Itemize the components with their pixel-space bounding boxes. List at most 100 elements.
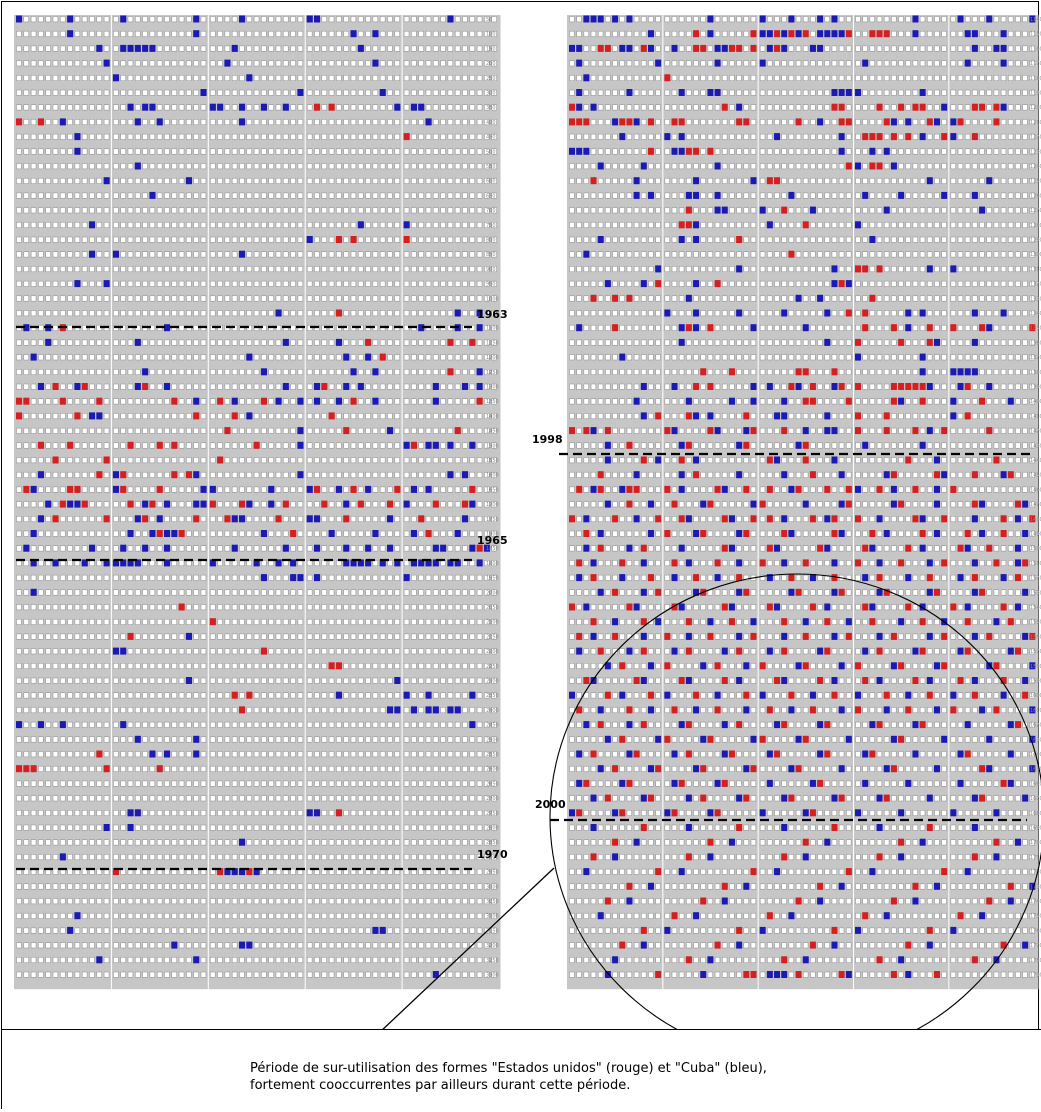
cell-empty (388, 413, 393, 418)
cell-empty (38, 575, 43, 580)
cell-empty (150, 61, 155, 66)
cell-empty (307, 340, 312, 345)
cell-empty (186, 17, 191, 22)
cell-empty (927, 105, 932, 110)
cell-empty (17, 281, 22, 286)
cell-empty (315, 634, 320, 639)
cell-empty (455, 443, 460, 448)
cell-empty (395, 193, 400, 198)
cell-empty (404, 825, 409, 830)
cell-empty (656, 119, 661, 124)
cell-empty (157, 575, 162, 580)
cell-empty (179, 237, 184, 242)
cell-empty (455, 266, 460, 271)
cell-empty (104, 796, 109, 801)
cell-empty (419, 913, 424, 918)
cell-cuba (128, 809, 134, 816)
cell-empty (82, 105, 87, 110)
cell-empty (307, 399, 312, 404)
row-label: 1550 (486, 458, 499, 464)
cell-empty (97, 531, 102, 536)
cell-empty (276, 663, 281, 668)
cell-empty (150, 134, 155, 139)
cell-empty (135, 90, 140, 95)
cell-empty (322, 311, 327, 316)
cell-estados-unidos (120, 471, 126, 478)
cell-empty (751, 134, 756, 139)
cell-empty (358, 972, 363, 977)
row-label: 350 (486, 105, 496, 111)
cell-empty (283, 17, 288, 22)
cell-empty (179, 796, 184, 801)
cell-empty (322, 854, 327, 859)
cell-empty (121, 619, 126, 624)
cell-empty (404, 605, 409, 610)
cell-empty (373, 781, 378, 786)
cell-estados-unidos (839, 104, 845, 111)
cell-empty (121, 149, 126, 154)
cell-empty (433, 164, 438, 169)
cell-empty (17, 164, 22, 169)
cell-empty (172, 384, 177, 389)
cell-empty (97, 252, 102, 257)
cell-empty (157, 884, 162, 889)
cell-empty (53, 369, 58, 374)
cell-estados-unidos (67, 442, 73, 449)
cell-cuba (365, 545, 371, 552)
cell-empty (113, 61, 118, 66)
cell-empty (46, 928, 51, 933)
cell-empty (135, 428, 140, 433)
cell-empty (329, 266, 334, 271)
row-label: 1900 (486, 561, 499, 567)
cell-empty (336, 119, 341, 124)
cell-empty (477, 943, 482, 948)
cell-empty (269, 281, 274, 286)
cell-cuba (365, 486, 371, 493)
cell-empty (351, 810, 356, 815)
cell-empty (240, 413, 245, 418)
cell-estados-unidos (426, 530, 432, 537)
cell-empty (38, 208, 43, 213)
cell-empty (90, 369, 95, 374)
cell-empty (82, 634, 87, 639)
cell-empty (380, 428, 385, 433)
cell-cuba (404, 501, 410, 508)
cell-empty (433, 899, 438, 904)
cell-empty (157, 781, 162, 786)
cell-estados-unidos (128, 442, 134, 449)
cell-empty (38, 634, 43, 639)
cell-empty (194, 649, 199, 654)
cell-empty (448, 957, 453, 962)
cell-empty (373, 722, 378, 727)
cell-empty (46, 252, 51, 257)
cell-empty (388, 943, 393, 948)
cell-empty (225, 884, 230, 889)
cell-cuba (193, 30, 199, 37)
cell-empty (240, 810, 245, 815)
cell-empty (433, 619, 438, 624)
cell-empty (269, 766, 274, 771)
cell-empty (987, 105, 992, 110)
cell-empty (113, 105, 118, 110)
cell-empty (426, 193, 431, 198)
cell-empty (201, 854, 206, 859)
cell-empty (68, 575, 73, 580)
cell-empty (38, 913, 43, 918)
cell-empty (380, 134, 385, 139)
cell-empty (17, 178, 22, 183)
cell-empty (411, 796, 416, 801)
cell-empty (729, 105, 734, 110)
cell-empty (179, 487, 184, 492)
cell-empty (411, 208, 416, 213)
cell-empty (38, 810, 43, 815)
cell-empty (165, 678, 170, 683)
cell-empty (373, 355, 378, 360)
cell-empty (291, 369, 296, 374)
cell-empty (380, 252, 385, 257)
cell-empty (82, 825, 87, 830)
cell-empty (336, 208, 341, 213)
cell-empty (172, 428, 177, 433)
cell-empty (82, 707, 87, 712)
cell-empty (128, 75, 133, 80)
cell-empty (426, 722, 431, 727)
